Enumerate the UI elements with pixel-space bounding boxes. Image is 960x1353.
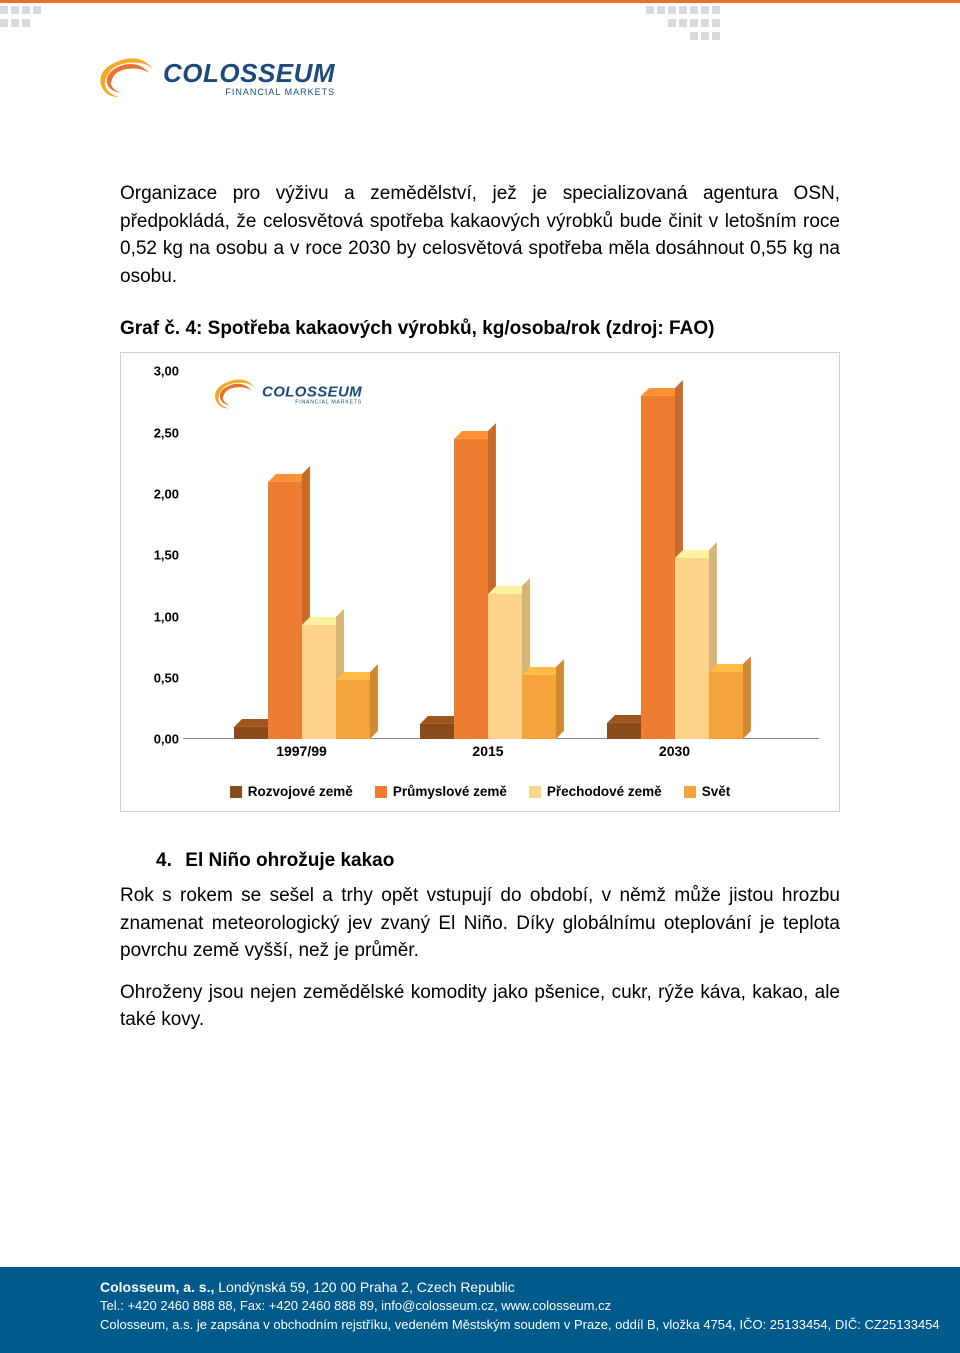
legend-label: Svět [702, 784, 731, 799]
legend-swatch [684, 786, 696, 798]
y-tick: 2,00 [154, 486, 179, 501]
page-footer: Colosseum, a. s., Londýnská 59, 120 00 P… [0, 1267, 960, 1353]
legend-item: Průmyslové země [375, 784, 507, 799]
bar [675, 558, 709, 740]
legend-swatch [230, 786, 242, 798]
top-stripe [0, 0, 960, 3]
intro-paragraph: Organizace pro výživu a zemědělství, jež… [120, 180, 840, 290]
legend-label: Přechodové země [547, 784, 662, 799]
section-4: 4. El Niño ohrožuje kakao Rok s rokem se… [120, 850, 840, 1034]
logo-subtitle: FINANCIAL MARKETS [163, 88, 335, 96]
legend-label: Rozvojové země [248, 784, 353, 799]
x-label: 2030 [659, 743, 690, 759]
bar [454, 439, 488, 740]
bar [709, 672, 743, 739]
legend-swatch [375, 786, 387, 798]
bar [336, 680, 370, 739]
bar-group [420, 371, 556, 739]
bar [302, 625, 336, 739]
legend-swatch [529, 786, 541, 798]
brand-logo: COLOSSEUM FINANCIAL MARKETS [95, 55, 335, 103]
bar [234, 727, 268, 739]
section4-para2: Ohroženy jsou nejen zemědělské komodity … [120, 979, 840, 1034]
x-axis-labels: 1997/99 2015 2030 [183, 743, 819, 763]
x-label: 2015 [472, 743, 503, 759]
legend-label: Průmyslové země [393, 784, 507, 799]
bar-group [607, 371, 743, 739]
bar [420, 724, 454, 739]
legend-item: Rozvojové země [230, 784, 353, 799]
bar-group [234, 371, 370, 739]
footer-legal: Colosseum, a.s. je zapsána v obchodním r… [100, 1316, 960, 1335]
logo-title: COLOSSEUM [163, 62, 335, 85]
x-label: 1997/99 [276, 743, 327, 759]
chart-title: Graf č. 4: Spotřeba kakaových výrobků, k… [120, 318, 840, 340]
bar [607, 723, 641, 739]
footer-company: Colosseum, a. s., [100, 1279, 214, 1295]
header-deco-left [0, 6, 41, 30]
y-axis: 0,000,501,001,502,002,503,00 [135, 371, 179, 739]
legend-item: Přechodové země [529, 784, 662, 799]
bar [641, 396, 675, 739]
y-tick: 0,50 [154, 670, 179, 685]
y-tick: 0,00 [154, 732, 179, 747]
footer-address: Londýnská 59, 120 00 Praha 2, Czech Repu… [214, 1279, 514, 1295]
header-deco-right [646, 6, 720, 43]
bar [522, 675, 556, 739]
logo-swoosh-icon [95, 55, 155, 103]
section-number: 4. [156, 850, 180, 872]
y-tick: 2,50 [154, 425, 179, 440]
section-heading: El Niño ohrožuje kakao [185, 850, 394, 871]
bar [268, 482, 302, 740]
legend-item: Svět [684, 784, 731, 799]
footer-contact: Tel.: +420 2460 888 88, Fax: +420 2460 8… [100, 1297, 960, 1316]
y-tick: 3,00 [154, 364, 179, 379]
bar [488, 594, 522, 739]
y-tick: 1,00 [154, 609, 179, 624]
section4-para1: Rok s rokem se sešel a trhy opět vstupuj… [120, 882, 840, 965]
y-tick: 1,50 [154, 548, 179, 563]
chart-legend: Rozvojové země Průmyslové země Přechodové … [121, 784, 839, 799]
chart-container: COLOSSEUM FINANCIAL MARKETS 0,000,501,00… [120, 352, 840, 812]
chart-plot [183, 371, 819, 739]
